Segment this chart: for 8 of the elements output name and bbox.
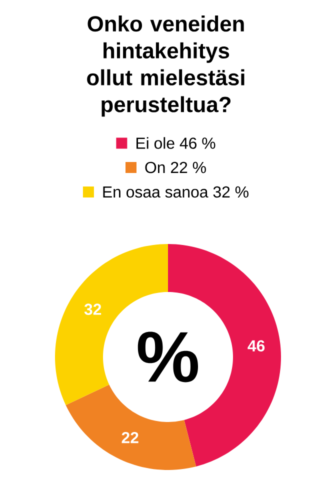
data-label: 32 [84, 304, 102, 315]
legend-label: En osaa sanoa 32 % [103, 186, 248, 198]
legend-label: On 22 % [145, 162, 206, 174]
data-label: 46 [248, 340, 265, 352]
chart-title: Onko veneiden hintakehitys ollut mielestäsi perusteltua? [87, 16, 244, 117]
text: % [138, 332, 198, 382]
legend-label: Ei ole 46 % [136, 137, 216, 149]
data-label: 22 [122, 432, 138, 444]
